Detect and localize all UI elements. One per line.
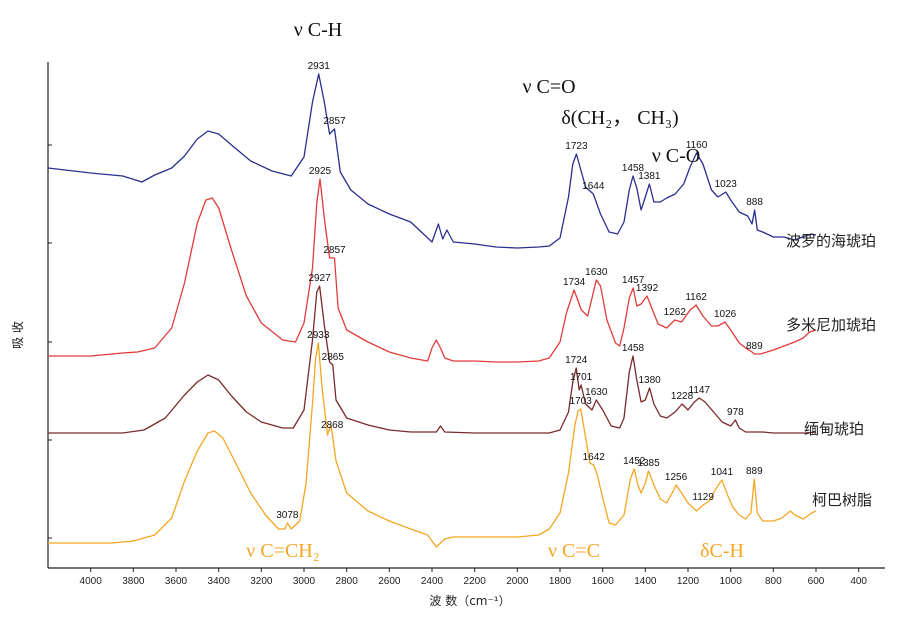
peak-label: 1041 (711, 467, 734, 478)
x-tick-label: 2800 (336, 576, 359, 587)
peak-label: 1701 (570, 372, 593, 383)
peak-label: 978 (727, 407, 744, 418)
x-tick-label: 1400 (634, 576, 657, 587)
peak-label: 1162 (685, 292, 707, 303)
peak-label: 2933 (307, 330, 330, 341)
x-tick-label: 1600 (592, 576, 615, 587)
y-axis-label: 吸 收 (11, 321, 25, 349)
peak-label: 1262 (664, 307, 687, 318)
x-tick-label: 600 (808, 576, 825, 587)
peak-label: 1452 (623, 456, 646, 467)
peak-label: 1644 (582, 181, 605, 192)
peak-label: 1642 (583, 452, 606, 463)
peak-label: 1392 (636, 283, 659, 294)
band-annotations: ν C-H ν C=O δ(CH₂， CH₃) ν C-O ν C=CH₂ ν C=C δC… (246, 19, 744, 562)
peak-label: 2865 (322, 352, 345, 363)
peak-label: 1630 (585, 387, 608, 398)
axes: 4000 3800 3600 3400 3200 3000 2800 2600 2400 2200… (47, 62, 885, 587)
peak-label: 2931 (308, 61, 331, 72)
x-tick-label: 2200 (464, 576, 487, 587)
peak-label: 1129 (692, 492, 714, 503)
peak-label: 1703 (570, 396, 593, 407)
peak-label: 1147 (689, 385, 711, 396)
peak-label: 1023 (715, 179, 738, 190)
band-annotation: δ(CH₂， CH₃) (561, 107, 678, 129)
series-layer (47, 73, 817, 548)
peak-label: 1723 (565, 141, 588, 152)
x-tick-label: 3600 (165, 576, 188, 587)
peak-label: 3078 (276, 510, 299, 521)
peak-labels: 2931285717231644145813811160102388829252… (276, 61, 763, 521)
series-label-3: 缅甸琥珀 (804, 420, 864, 438)
series-line-4 (48, 342, 817, 548)
series-line-1 (47, 73, 817, 249)
peak-label: 1380 (638, 375, 661, 386)
x-tick-label: 3800 (122, 576, 145, 587)
series-label-1: 波罗的海琥珀 (786, 232, 876, 250)
band-annotation: ν C-O (652, 145, 701, 167)
x-tick-label: 3200 (250, 576, 273, 587)
peak-label: 1228 (671, 391, 694, 402)
x-tick-label: 2000 (506, 576, 529, 587)
x-tick-label: 400 (850, 576, 867, 587)
peak-label: 2927 (308, 273, 331, 284)
peak-label: 1457 (622, 275, 645, 286)
peak-label: 1160 (686, 140, 708, 151)
x-tick-label: 2400 (421, 576, 444, 587)
band-annotation: ν C=O (522, 76, 575, 98)
series-line-3 (48, 285, 817, 434)
peak-label: 889 (746, 466, 763, 477)
peak-label: 1734 (563, 277, 586, 288)
x-tick-label: 3400 (208, 576, 231, 587)
peak-label: 1385 (637, 458, 660, 469)
peak-label: 2857 (323, 116, 346, 127)
x-axis-label: 波 数（cm⁻¹） (429, 593, 510, 608)
peak-label: 2925 (309, 166, 332, 177)
x-tick-label: 800 (765, 576, 782, 587)
x-tick-label: 4000 (80, 576, 103, 587)
x-tick-label: 2600 (378, 576, 401, 587)
peak-label: 2857 (323, 245, 346, 256)
x-tick-label: 3000 (293, 576, 316, 587)
peak-label: 2868 (321, 420, 344, 431)
peak-label: 1256 (665, 472, 688, 483)
peak-label: 1724 (565, 355, 588, 366)
peak-label: 1458 (622, 343, 645, 354)
peak-label: 1381 (638, 171, 661, 182)
band-annotation: ν C=C (548, 540, 600, 562)
series-label-4: 柯巴树脂 (812, 491, 872, 509)
peak-label: 1026 (714, 309, 737, 320)
band-annotation: δC-H (700, 540, 744, 562)
series-label-2: 多米尼加琥珀 (786, 316, 876, 334)
series-line-2 (48, 178, 817, 363)
peak-label: 889 (746, 341, 763, 352)
x-tick-label: 1800 (549, 576, 572, 587)
x-tick-label: 1000 (720, 576, 743, 587)
peak-label: 1630 (585, 267, 608, 278)
band-annotation: ν C-H (294, 19, 343, 41)
peak-label: 1458 (622, 163, 645, 174)
band-annotation: ν C=CH₂ (246, 540, 319, 562)
peak-label: 888 (746, 197, 763, 208)
x-tick-label: 1200 (677, 576, 700, 587)
